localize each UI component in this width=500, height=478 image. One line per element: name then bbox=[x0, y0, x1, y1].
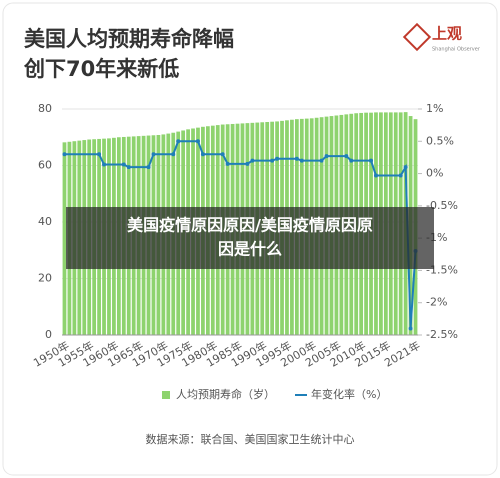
line-point bbox=[291, 157, 293, 160]
line-point bbox=[171, 152, 176, 157]
line-point bbox=[266, 159, 268, 162]
line-point bbox=[250, 158, 255, 163]
line-point bbox=[315, 159, 318, 162]
line-point bbox=[236, 163, 239, 165]
logo-name: 上观 bbox=[432, 25, 462, 43]
line-point bbox=[132, 166, 135, 168]
bar bbox=[62, 142, 67, 335]
line-point bbox=[162, 153, 165, 155]
y2-tick-label: 1% bbox=[426, 102, 443, 115]
line-point bbox=[157, 153, 160, 155]
line-point bbox=[225, 161, 230, 166]
y-tick-label: 20 bbox=[38, 272, 52, 285]
line-point bbox=[62, 152, 67, 157]
source: 数据来源：联合国、美国国家卫生统计中心 bbox=[146, 432, 355, 446]
line-point bbox=[305, 159, 308, 162]
line-point bbox=[286, 157, 288, 160]
line-point bbox=[102, 162, 107, 167]
y-tick-label: 80 bbox=[38, 102, 52, 115]
y-tick-label: 60 bbox=[38, 159, 52, 172]
line-point bbox=[113, 163, 115, 166]
y-tick-label: 0 bbox=[45, 328, 52, 341]
chart-title: 创下70年来新低 bbox=[23, 57, 179, 81]
line-point bbox=[212, 153, 214, 155]
line-point bbox=[369, 158, 374, 163]
banner-text: 因是什么 bbox=[218, 240, 282, 259]
line-point bbox=[261, 159, 264, 162]
logo-subtitle: Shanghai Observer bbox=[432, 47, 481, 53]
line-point bbox=[310, 159, 313, 162]
line-point bbox=[294, 156, 299, 161]
logo-mark bbox=[402, 22, 432, 52]
line-point bbox=[195, 139, 200, 144]
y2-tick-label: -2.5% bbox=[426, 328, 458, 341]
line-point bbox=[192, 140, 194, 143]
line-point bbox=[151, 152, 156, 157]
line-point bbox=[73, 153, 76, 155]
line-point bbox=[245, 161, 250, 166]
line-point bbox=[241, 163, 244, 165]
line-point bbox=[121, 162, 126, 167]
line-point bbox=[373, 173, 378, 178]
legend-label: 年变化率（%） bbox=[311, 387, 387, 401]
logo: 上观 Shanghai Observer bbox=[402, 22, 481, 53]
line-point bbox=[83, 153, 86, 155]
line-point bbox=[385, 174, 387, 177]
line-point bbox=[403, 165, 408, 170]
banner-bg bbox=[66, 207, 434, 269]
chart-title: 美国人均预期寿命降幅 bbox=[24, 27, 234, 51]
line-point bbox=[380, 174, 382, 177]
line-point bbox=[275, 156, 280, 161]
y-tick-label: 40 bbox=[38, 215, 52, 228]
line-point bbox=[220, 152, 225, 157]
line-point bbox=[146, 165, 151, 170]
line-point bbox=[398, 173, 403, 178]
line-point bbox=[68, 153, 71, 155]
line-point bbox=[344, 154, 349, 159]
line-point bbox=[182, 140, 184, 143]
line-point bbox=[360, 159, 362, 162]
line-point bbox=[207, 153, 209, 155]
line-point bbox=[118, 163, 120, 166]
line-point bbox=[270, 158, 275, 163]
line-point bbox=[349, 158, 354, 163]
line-point bbox=[394, 174, 397, 177]
line-point bbox=[137, 166, 140, 168]
line-point bbox=[319, 158, 324, 163]
line-point bbox=[88, 153, 90, 155]
line-point bbox=[93, 153, 95, 155]
line-point bbox=[187, 140, 189, 143]
line-point bbox=[256, 159, 259, 162]
line-point bbox=[324, 154, 329, 159]
line-point bbox=[340, 155, 343, 157]
line-point bbox=[330, 155, 333, 157]
line-point bbox=[126, 165, 131, 170]
line-point bbox=[97, 152, 102, 157]
y2-tick-label: 0.5% bbox=[426, 134, 454, 147]
line-point bbox=[231, 163, 234, 165]
legend-label: 人均预期寿命（岁） bbox=[176, 387, 275, 401]
legend-swatch bbox=[162, 391, 170, 399]
line-point bbox=[176, 139, 181, 144]
y2-tick-label: 0% bbox=[426, 167, 443, 180]
line-point bbox=[299, 158, 304, 163]
line-point bbox=[200, 152, 205, 157]
line-point bbox=[142, 166, 145, 168]
line-point bbox=[355, 159, 357, 162]
line-point bbox=[216, 153, 219, 155]
line-point bbox=[167, 153, 170, 155]
banner-text: 美国疫情原因原因/美国疫情原因原 bbox=[127, 216, 373, 235]
y2-tick-label: -2% bbox=[426, 296, 447, 309]
line-point bbox=[335, 155, 338, 157]
line-point bbox=[108, 163, 110, 166]
line-point bbox=[390, 174, 392, 177]
line-point bbox=[281, 157, 283, 160]
line-point bbox=[78, 153, 81, 155]
line-point bbox=[408, 326, 413, 331]
line-point bbox=[365, 159, 367, 162]
